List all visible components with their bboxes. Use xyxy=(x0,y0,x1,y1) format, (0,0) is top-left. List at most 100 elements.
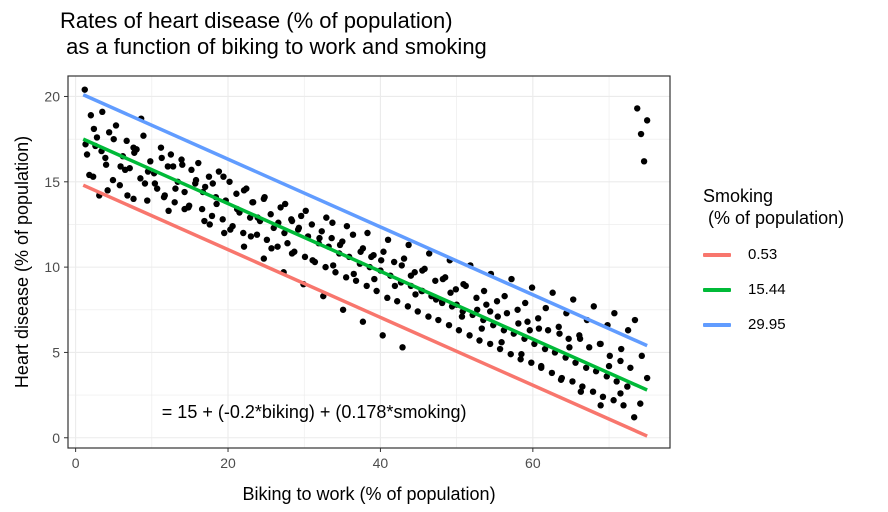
data-point xyxy=(192,176,200,184)
data-point xyxy=(445,321,453,329)
data-point xyxy=(81,86,88,93)
data-point xyxy=(569,378,576,385)
data-point xyxy=(329,262,337,269)
data-point xyxy=(110,135,117,143)
data-point xyxy=(630,414,638,421)
data-point xyxy=(400,255,408,262)
data-point xyxy=(131,149,138,156)
data-point xyxy=(496,345,504,353)
data-point xyxy=(640,158,648,165)
data-point xyxy=(99,108,106,116)
data-point xyxy=(86,171,93,179)
data-point xyxy=(534,315,542,322)
data-point xyxy=(590,303,597,310)
data-point xyxy=(328,234,335,242)
axis-ticks: 0 20 40 60 0 5 10 15 20 xyxy=(44,88,540,471)
data-point xyxy=(522,299,529,307)
data-point xyxy=(201,183,209,191)
data-point xyxy=(508,275,515,283)
series-line-0.53 xyxy=(82,183,648,438)
data-point xyxy=(634,105,641,112)
data-point xyxy=(577,388,585,395)
data-point xyxy=(589,388,597,395)
data-point xyxy=(249,199,256,206)
data-point xyxy=(179,161,186,168)
series-line-15.44 xyxy=(82,137,648,392)
data-point xyxy=(455,327,463,334)
data-point xyxy=(87,112,95,119)
data-point xyxy=(185,202,193,209)
regression-lines xyxy=(82,93,648,438)
data-point xyxy=(517,356,524,363)
data-point xyxy=(390,258,398,266)
legend: Smoking (% of population) 0.53 15.44 29.… xyxy=(703,185,844,342)
data-point xyxy=(414,308,421,315)
data-point xyxy=(618,345,625,353)
data-point xyxy=(548,369,556,377)
data-point xyxy=(606,352,613,360)
legend-item-15.44: 15.44 xyxy=(703,272,844,307)
data-point xyxy=(261,193,268,201)
data-point xyxy=(507,350,514,358)
y-tick-label: 10 xyxy=(44,259,60,275)
data-point xyxy=(447,289,454,296)
data-point xyxy=(130,195,137,203)
data-point xyxy=(494,313,501,320)
data-point xyxy=(171,199,178,206)
data-point xyxy=(556,330,563,337)
data-point xyxy=(112,122,120,129)
data-point xyxy=(373,287,380,295)
legend-label: 0.53 xyxy=(748,246,778,263)
data-point xyxy=(123,137,130,145)
x-tick-label: 0 xyxy=(72,455,80,471)
data-point xyxy=(474,306,481,313)
data-point xyxy=(458,313,466,320)
data-point xyxy=(557,376,565,383)
data-point xyxy=(498,339,505,346)
chart-title: Rates of heart disease (% of population)… xyxy=(60,8,487,59)
data-point xyxy=(247,233,255,240)
data-point xyxy=(93,134,101,141)
data-point xyxy=(102,161,110,168)
data-point xyxy=(514,306,521,313)
data-point xyxy=(405,241,412,249)
data-point xyxy=(308,221,316,228)
data-point xyxy=(213,200,220,208)
data-point xyxy=(221,229,228,237)
data-point xyxy=(404,303,412,310)
y-tick-label: 5 xyxy=(52,344,60,360)
data-point xyxy=(419,267,426,274)
data-point xyxy=(407,272,415,279)
data-point xyxy=(371,275,378,283)
data-point xyxy=(188,166,195,174)
data-point xyxy=(336,241,344,249)
data-point xyxy=(172,185,179,192)
data-point xyxy=(566,344,573,351)
data-point xyxy=(613,378,620,385)
data-point xyxy=(412,291,419,298)
data-point xyxy=(515,320,522,327)
data-point xyxy=(116,182,124,189)
data-point xyxy=(352,277,360,284)
data-point xyxy=(452,286,460,293)
plot-border xyxy=(67,75,671,449)
data-point xyxy=(611,309,618,317)
data-point xyxy=(144,197,151,204)
data-point xyxy=(637,400,644,407)
data-point xyxy=(631,316,639,324)
data-point xyxy=(368,253,375,261)
data-point xyxy=(586,344,593,351)
data-point xyxy=(349,231,357,238)
data-point xyxy=(624,383,631,390)
data-point xyxy=(161,192,168,199)
legend-key-red xyxy=(703,252,731,257)
data-point xyxy=(104,187,111,194)
data-point xyxy=(493,298,501,305)
data-point xyxy=(637,130,645,138)
data-point xyxy=(617,357,624,365)
data-point xyxy=(208,212,216,220)
data-point xyxy=(268,245,275,252)
data-point xyxy=(147,158,154,165)
data-point xyxy=(209,180,216,187)
